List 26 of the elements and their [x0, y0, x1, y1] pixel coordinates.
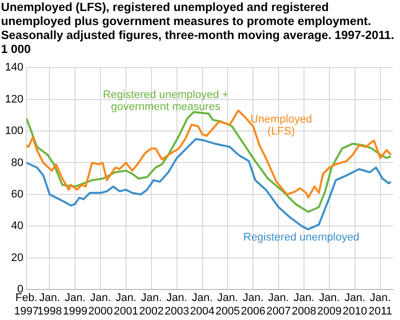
- y-axis-title: 1 000: [1, 42, 32, 56]
- x-tick-label: Jan. 2011: [368, 292, 392, 318]
- y-tick-label: 40: [11, 220, 24, 232]
- y-tick-label: 140: [4, 62, 24, 74]
- x-tick-label: Jan. 2001: [114, 292, 138, 318]
- x-tick-label: Jan. 2005: [215, 292, 240, 318]
- x-tick-label: Jan. 2008: [292, 292, 316, 318]
- y-tick-label: 120: [4, 93, 24, 106]
- series-label: Unemployed (LFS): [250, 113, 312, 138]
- y-tick-label: 80: [11, 156, 24, 169]
- chart-title: Unemployed (LFS), registered unemployed and registered unemployed plus government measures to promote employment. Seasonally adjusted figures, three-month moving average. 1997-2011.: [1, 0, 396, 42]
- series-label: Registered unemployed: [243, 231, 360, 244]
- y-tick-label: 60: [11, 188, 24, 200]
- series-label: Registered unemployed + government measures: [102, 88, 229, 113]
- x-tick-label: Jan. 2004: [190, 292, 214, 318]
- x-tick-label: Jan. 2009: [317, 292, 342, 318]
- x-tick-label: Jan. 2002: [139, 292, 164, 318]
- x-tick-label: Jan. 2003: [164, 292, 190, 318]
- x-tick-label: Jan. 1998: [37, 292, 62, 318]
- x-tick-label: Jan. 2010: [342, 292, 368, 318]
- y-tick-label: 20: [11, 252, 24, 264]
- x-tick-label: Jan. 1999: [62, 292, 88, 318]
- x-tick-label: Jan. 2000: [88, 292, 113, 318]
- x-tick-label: Jan. 2006: [240, 292, 266, 318]
- x-tick-label: Jan. 2007: [266, 292, 291, 318]
- y-tick-label: 100: [4, 125, 24, 138]
